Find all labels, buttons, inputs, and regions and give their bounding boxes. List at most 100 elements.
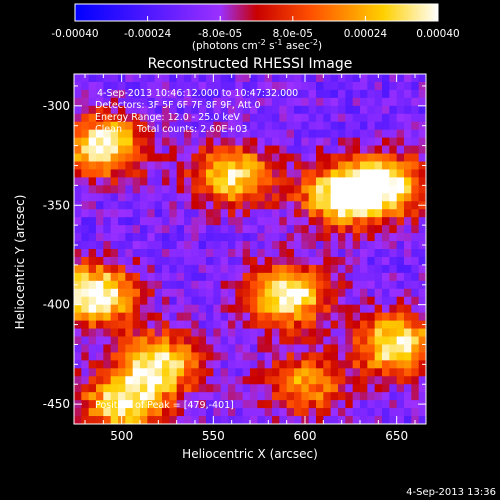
heatmap-pixel [191,320,200,329]
heatmap-pixel [154,312,163,321]
heatmap-pixel [389,193,398,202]
heatmap-pixel [330,344,339,353]
heatmap-pixel [154,89,163,99]
heatmap-pixel [191,97,200,107]
heatmap-pixel [74,169,82,178]
heatmap-pixel [235,280,244,290]
heatmap-pixel [74,336,82,345]
heatmap-pixel [198,225,207,234]
heatmap-pixel [323,312,332,321]
heatmap-pixel [176,145,185,154]
heatmap-pixel [301,169,310,178]
heatmap-pixel [374,320,383,329]
heatmap-pixel [301,145,310,154]
heatmap-pixel [352,177,361,186]
heatmap-pixel [360,288,368,298]
heatmap-pixel [264,169,273,178]
heatmap-pixel [147,368,156,377]
heatmap-pixel [396,376,405,385]
heatmap-pixel [352,296,361,306]
heatmap-pixel [404,129,412,139]
heatmap-pixel [250,384,258,393]
heatmap-pixel [176,161,185,170]
heatmap-pixel [132,225,141,234]
heatmap-pixel [323,201,332,210]
heatmap-pixel [389,352,398,361]
heatmap-pixel [103,264,112,274]
heatmap-pixel [198,233,207,242]
heatmap-pixel [330,74,339,83]
heatmap-pixel [396,272,405,282]
heatmap-pixel [191,177,200,186]
heatmap-pixel [169,280,178,290]
heatmap-pixel [132,201,141,210]
heatmap-pixel [294,249,302,258]
heatmap-pixel [110,312,119,321]
heatmap-pixel [345,352,354,361]
heatmap-pixel [103,312,112,321]
heatmap-pixel [411,137,420,146]
heatmap-pixel [396,256,405,266]
heatmap-pixel [279,416,288,425]
heatmap-pixel [286,161,295,170]
heatmap-pixel [411,177,420,186]
heatmap-pixel [404,233,412,242]
heatmap-pixel [125,113,134,123]
heatmap-pixel [184,400,192,409]
heatmap-pixel [294,264,302,274]
heatmap-pixel [213,145,222,154]
heatmap-pixel [374,233,383,242]
heatmap-pixel [382,193,390,202]
heatmap-pixel [132,392,141,401]
heatmap-pixel [352,169,361,178]
heatmap-pixel [345,153,354,162]
heatmap-pixel [96,344,104,353]
colorbar-units: (photons cm-2 s-1 asec-2) [192,38,322,52]
heatmap-pixel [228,137,236,146]
heatmap-pixel [360,105,368,115]
heatmap-pixel [294,336,302,345]
heatmap-pixel [323,177,332,186]
heatmap-pixel [125,89,134,99]
heatmap-pixel [279,161,288,170]
heatmap-pixel [316,74,324,83]
heatmap-pixel [169,400,178,409]
heatmap-pixel [198,121,207,131]
heatmap-pixel [338,280,346,290]
heatmap-pixel [147,225,156,234]
heatmap-pixel [235,81,244,91]
heatmap-pixel [382,74,390,83]
heatmap-pixel [374,336,383,345]
heatmap-pixel [411,352,420,361]
heatmap-pixel [96,89,104,99]
heatmap-pixel [396,209,405,218]
heatmap-pixel [110,137,119,146]
heatmap-pixel [404,256,412,266]
heatmap-pixel [162,328,170,337]
heatmap-pixel [382,384,390,393]
heatmap-pixel [352,217,361,226]
heatmap-pixel [250,121,258,131]
heatmap-pixel [110,145,119,154]
heatmap-pixel [279,185,288,194]
heatmap-pixel [184,320,192,329]
heatmap-pixel [198,352,207,361]
heatmap-pixel [382,352,390,361]
heatmap-pixel [382,209,390,218]
heatmap-pixel [272,249,280,258]
heatmap-pixel [140,113,148,123]
heatmap-pixel [316,272,324,282]
heatmap-pixel [301,280,310,290]
heatmap-pixel [184,121,192,131]
heatmap-pixel [132,360,141,369]
heatmap-pixel [411,233,420,242]
heatmap-pixel [118,360,126,369]
heatmap-pixel [228,225,236,234]
heatmap-pixel [345,416,354,425]
heatmap-pixel [404,145,412,154]
heatmap-pixel [404,225,412,234]
heatmap-pixel [242,233,251,242]
heatmap-pixel [132,352,141,361]
heatmap-pixel [374,129,383,139]
heatmap-pixel [272,129,280,139]
